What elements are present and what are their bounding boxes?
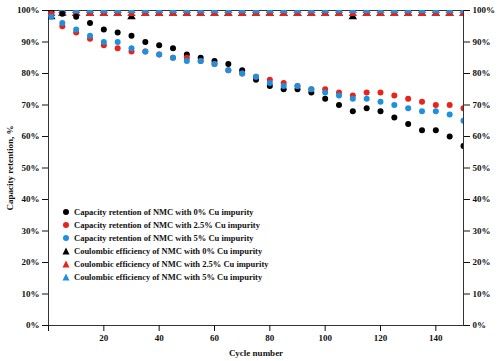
html-text:Capacity retention of NMC with: Capacity retention of NMC with 5% Cu imp…: [74, 232, 254, 243]
svg-text:0%: 0%: [473, 320, 487, 330]
svg-text:70%: 70%: [473, 100, 491, 110]
svg-text:100%: 100%: [473, 5, 496, 15]
svg-text:20%: 20%: [473, 257, 491, 267]
svg-text:80: 80: [265, 333, 275, 343]
svg-text:20%: 20%: [22, 257, 40, 267]
svg-text:50%: 50%: [22, 163, 40, 173]
svg-text:80%: 80%: [473, 68, 491, 78]
svg-text:90%: 90%: [22, 37, 40, 47]
svg-text:30%: 30%: [22, 226, 40, 236]
svg-text:20: 20: [99, 333, 109, 343]
svg-text:120: 120: [374, 333, 388, 343]
svg-text:60: 60: [210, 333, 220, 343]
svg-text:40%: 40%: [473, 194, 491, 204]
html-text:Capacity retention of NMC with: Capacity retention of NMC with 2.5% Cu i…: [74, 219, 260, 230]
svg-text:40%: 40%: [22, 194, 40, 204]
html-text:Coulombic efficiency of NMC wi: Coulombic efficiency of NMC with 2.5% Cu…: [74, 258, 269, 269]
html-text:Coulombic efficiency of NMC wi: Coulombic efficiency of NMC with 5% Cu i…: [74, 271, 263, 282]
svg-text:90%: 90%: [473, 37, 491, 47]
svg-text:80%: 80%: [22, 68, 40, 78]
svg-text:100: 100: [318, 333, 332, 343]
svg-text:140: 140: [429, 333, 443, 343]
svg-text:Cycle number: Cycle number: [229, 348, 283, 358]
svg-text:10%: 10%: [473, 289, 491, 299]
html-text:Coulombic efficiency of NMC wi: Coulombic efficiency of NMC with 0% Cu i…: [74, 245, 263, 256]
svg-text:60%: 60%: [473, 131, 491, 141]
svg-text:30%: 30%: [473, 226, 491, 236]
svg-text:70%: 70%: [22, 100, 40, 110]
svg-text:0%: 0%: [26, 320, 40, 330]
svg-text:Capacity retention, %: Capacity retention, %: [5, 125, 15, 210]
svg-text:100%: 100%: [17, 5, 40, 15]
svg-text:10%: 10%: [22, 289, 40, 299]
html-text:Capacity retention of NMC with: Capacity retention of NMC with 0% Cu imp…: [74, 206, 254, 217]
svg-text:40: 40: [155, 333, 165, 343]
svg-text:60%: 60%: [22, 131, 40, 141]
svg-text:50%: 50%: [473, 163, 491, 173]
